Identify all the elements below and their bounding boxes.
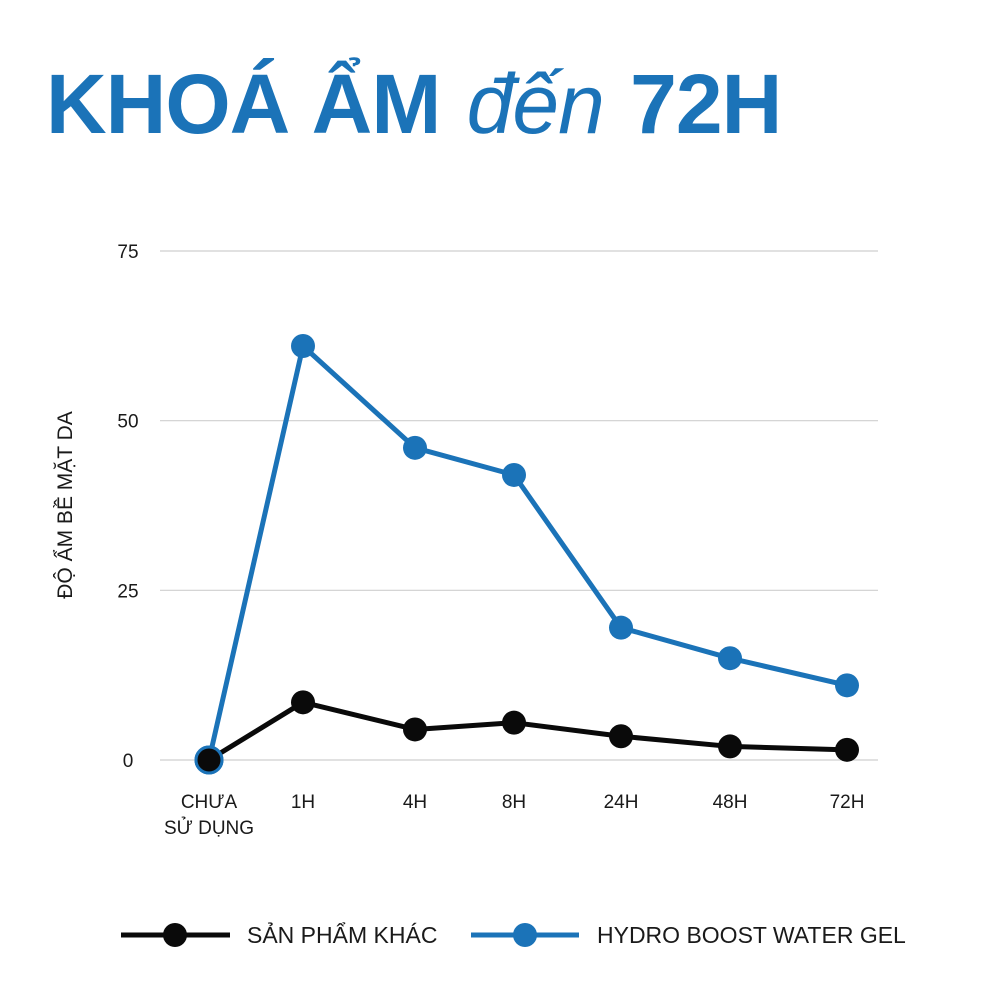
y-tick-label: 0 bbox=[123, 751, 134, 772]
data-point bbox=[403, 717, 427, 742]
x-tick-label: 1H bbox=[291, 792, 315, 813]
y-tick-label: 75 bbox=[117, 242, 138, 263]
legend-other-products-label: SẢN PHẨM KHÁC bbox=[247, 920, 437, 948]
data-point-origin bbox=[194, 745, 224, 775]
data-point bbox=[718, 646, 742, 671]
x-tick-label: 8H bbox=[502, 792, 526, 813]
data-point bbox=[502, 710, 526, 735]
x-tick-label: 4H bbox=[403, 792, 427, 813]
legend-other-products-marker bbox=[163, 923, 187, 947]
data-point bbox=[291, 690, 315, 715]
y-axis-label: ĐỘ ẨM BỀ MẶT DA bbox=[54, 411, 77, 598]
title-part-1: KHOÁ ẨM bbox=[46, 57, 441, 151]
y-tick-label: 50 bbox=[117, 412, 138, 433]
legend-hydro-boost-label: HYDRO BOOST WATER GEL bbox=[597, 922, 906, 948]
data-point bbox=[609, 615, 633, 640]
title-part-2: đến bbox=[466, 57, 605, 151]
data-point bbox=[502, 462, 526, 487]
page-title: KHOÁ ẨM đến 72H bbox=[46, 62, 782, 146]
x-tick-label: 24H bbox=[604, 792, 639, 813]
data-point bbox=[609, 724, 633, 749]
data-point bbox=[835, 737, 859, 762]
x-tick-label: 48H bbox=[713, 792, 748, 813]
data-point bbox=[718, 734, 742, 759]
data-point bbox=[403, 435, 427, 460]
legend-hydro-boost-marker bbox=[513, 923, 537, 947]
x-tick-label: CHƯA bbox=[181, 792, 238, 813]
x-tick-label: SỬ DỤNG bbox=[164, 817, 254, 839]
y-tick-label: 25 bbox=[117, 581, 138, 602]
data-point bbox=[835, 673, 859, 698]
data-point bbox=[291, 334, 315, 359]
title-part-3: 72H bbox=[630, 57, 782, 151]
x-tick-label: 72H bbox=[830, 792, 865, 813]
